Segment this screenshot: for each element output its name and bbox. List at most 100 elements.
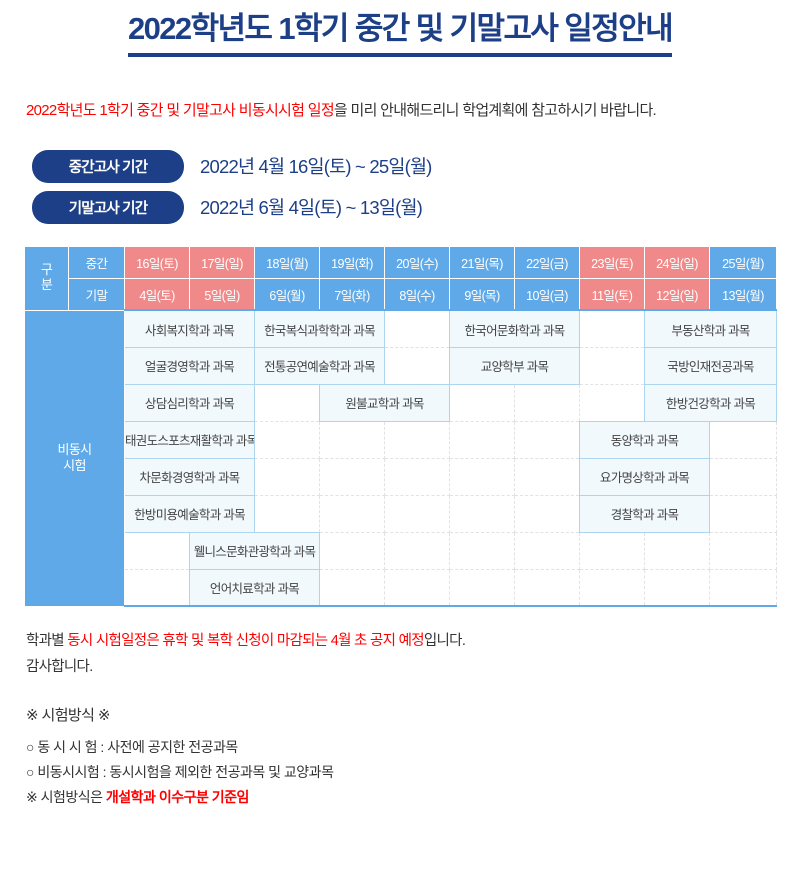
intro-rest: 을 미리 안내해드리니 학업계획에 참고하시기 바랍니다. [333, 101, 657, 119]
table-row: 차문화경영학과 과목 요가명상학과 과목 [25, 457, 777, 496]
subject-cell: 상담심리학과 과목 [124, 383, 255, 422]
empty-cell [384, 346, 450, 385]
header-date-final-9: 12일(일) [644, 277, 710, 311]
exam-schedule-table: 구 분 중간 16일(토) 17일(일) 18일(월) 19일(화) 20일(수) 21일(목… [24, 245, 777, 608]
header-date-midterm-3: 18일(월) [254, 245, 320, 279]
side-label-line1: 비동시 [57, 442, 92, 457]
empty-cell [449, 568, 515, 608]
subject-cell: 사회복지학과 과목 [124, 309, 255, 348]
header-date-final-1: 4일(토) [124, 277, 190, 311]
subject-cell: 동양학과 과목 [579, 420, 710, 459]
table-row: 한방미용예술학과 과목 경찰학과 과목 [25, 494, 777, 533]
subject-cell: 한국복식과학학과 과목 [254, 309, 385, 348]
subject-cell: 원불교학과 과목 [319, 383, 450, 422]
header-corner-gubun: 구 분 [24, 245, 69, 311]
empty-cell [579, 346, 645, 385]
bullet-text: 시험방식은 [37, 788, 106, 805]
empty-cell [254, 494, 320, 533]
midterm-period-value: 2022년 4월 16일(토) ~ 25일(월) [200, 156, 432, 178]
empty-cell [384, 494, 450, 533]
final-period-label: 기말고사 기간 [32, 190, 184, 224]
header-exam-kind-midterm: 중간 [68, 245, 125, 279]
side-label-nonsimultaneous: 비동시 시험 [24, 309, 125, 607]
header-date-midterm-9: 24일(일) [644, 245, 710, 279]
bullet-item: ○ 동 시 시 험 : 사전에 공지한 전공과목 [26, 735, 800, 760]
table-row: 상담심리학과 과목 원불교학과 과목 한방건강학과 과목 [25, 383, 777, 422]
subject-cell: 한방건강학과 과목 [644, 383, 777, 422]
bullet-marker: ○ [26, 739, 34, 755]
empty-cell [514, 568, 580, 608]
empty-cell [449, 494, 515, 533]
header-date-final-6: 9일(목) [449, 277, 515, 311]
bullet-text: 동 시 시 험 : 사전에 공지한 전공과목 [33, 739, 238, 755]
bullet-item: ○ 비동시시험 : 동시시험을 제외한 전공과목 및 교양과목 [26, 760, 800, 785]
notice-line-1: 학과별 동시 시험일정은 휴학 및 복학 신청이 마감되는 4월 초 공지 예정… [26, 629, 800, 654]
header-exam-kind-final: 기말 [68, 277, 125, 311]
header-date-midterm-10: 25일(월) [709, 245, 777, 279]
header-date-final-10: 13일(월) [709, 277, 777, 311]
subject-cell: 언어치료학과 과목 [189, 568, 320, 608]
table-row: 언어치료학과 과목 [25, 568, 777, 608]
table-header-row: 기말 4일(토) 5일(일) 6일(월) 7일(화) 8일(수) 9일(목) 10일(금) 11… [25, 277, 777, 311]
intro-text: 2022학년도 1학기 중간 및 기말고사 비동시시험 일정을 미리 안내해드리… [26, 99, 800, 120]
footer-notes: 학과별 동시 시험일정은 휴학 및 복학 신청이 마감되는 4월 초 공지 예정… [26, 629, 800, 680]
final-period-value: 2022년 6월 4일(토) ~ 13일(월) [200, 197, 423, 219]
exam-method-bullets: ○ 동 시 시 험 : 사전에 공지한 전공과목 ○ 비동시시험 : 동시시험을 … [26, 735, 800, 810]
notice-line-2: 감사합니다. [26, 658, 93, 675]
empty-cell [514, 383, 580, 422]
title-container: 2022학년도 1학기 중간 및 기말고사 일정안내 [0, 0, 800, 57]
empty-cell [514, 420, 580, 459]
empty-cell [254, 457, 320, 496]
subject-cell: 국방인재전공과목 [644, 346, 777, 385]
empty-cell [449, 457, 515, 496]
side-label-line2: 시험 [63, 458, 86, 474]
table-row: 얼굴경영학과 과목 전통공연예술학과 과목 교양학부 과목 국방인재전공과목 [25, 346, 777, 385]
subject-cell: 요가명상학과 과목 [579, 457, 710, 496]
subject-cell: 차문화경영학과 과목 [124, 457, 255, 496]
empty-cell [254, 420, 320, 459]
bullet-item: ※ 시험방식은 개설학과 이수구분 기준임 [26, 785, 800, 810]
empty-cell [709, 568, 777, 608]
header-date-midterm-2: 17일(일) [189, 245, 255, 279]
table-row: 태권도스포츠재활학과 과목 동양학과 과목 [25, 420, 777, 459]
header-date-final-8: 11일(토) [579, 277, 645, 311]
subject-cell: 한방미용예술학과 과목 [124, 494, 255, 533]
notice-line-1-post: 입니다. [423, 633, 466, 650]
empty-cell [579, 531, 645, 570]
bullet-highlight: 개설학과 이수구분 기준임 [105, 788, 249, 805]
subject-cell: 교양학부 과목 [449, 346, 580, 385]
header-date-midterm-8: 23일(토) [579, 245, 645, 279]
bullet-marker: ○ [26, 763, 34, 780]
empty-cell [579, 383, 645, 422]
header-date-midterm-6: 21일(목) [449, 245, 515, 279]
header-date-final-5: 8일(수) [384, 277, 450, 311]
empty-cell [644, 531, 710, 570]
empty-cell [384, 531, 450, 570]
header-date-final-4: 7일(화) [319, 277, 385, 311]
intro-highlight: 2022학년도 1학기 중간 및 기말고사 비동시시험 일정 [26, 101, 335, 119]
empty-cell [319, 420, 385, 459]
table-row: 웰니스문화관광학과 과목 [25, 531, 777, 570]
subject-cell: 웰니스문화관광학과 과목 [189, 531, 320, 570]
exam-periods: 중간고사 기간 2022년 4월 16일(토) ~ 25일(월) 기말고사 기간… [32, 149, 800, 224]
empty-cell [579, 568, 645, 608]
empty-cell [319, 457, 385, 496]
header-date-final-3: 6일(월) [254, 277, 320, 311]
notice-line-1-highlight: 동시 시험일정은 휴학 및 복학 신청이 마감되는 4월 초 공지 예정 [67, 633, 424, 650]
empty-cell [579, 309, 645, 348]
header-date-midterm-5: 20일(수) [384, 245, 450, 279]
empty-cell [124, 568, 190, 608]
table-header-row: 구 분 중간 16일(토) 17일(일) 18일(월) 19일(화) 20일(수) 21일(목… [24, 245, 777, 311]
empty-cell [319, 494, 385, 533]
schedule-table-container: 구 분 중간 16일(토) 17일(일) 18일(월) 19일(화) 20일(수) 21일(목… [24, 245, 800, 608]
header-date-midterm-1: 16일(토) [124, 245, 190, 279]
empty-cell [384, 309, 450, 348]
subject-cell: 전통공연예술학과 과목 [254, 346, 385, 385]
empty-cell [384, 457, 450, 496]
table-row: 비동시 시험 사회복지학과 과목 한국복식과학학과 과목 한국어문화학과 과목 부동산학과… [24, 309, 777, 607]
empty-cell [254, 383, 320, 422]
subject-cell: 한국어문화학과 과목 [449, 309, 580, 348]
empty-cell [709, 420, 777, 459]
page-title: 2022학년도 1학기 중간 및 기말고사 일정안내 [128, 10, 674, 57]
